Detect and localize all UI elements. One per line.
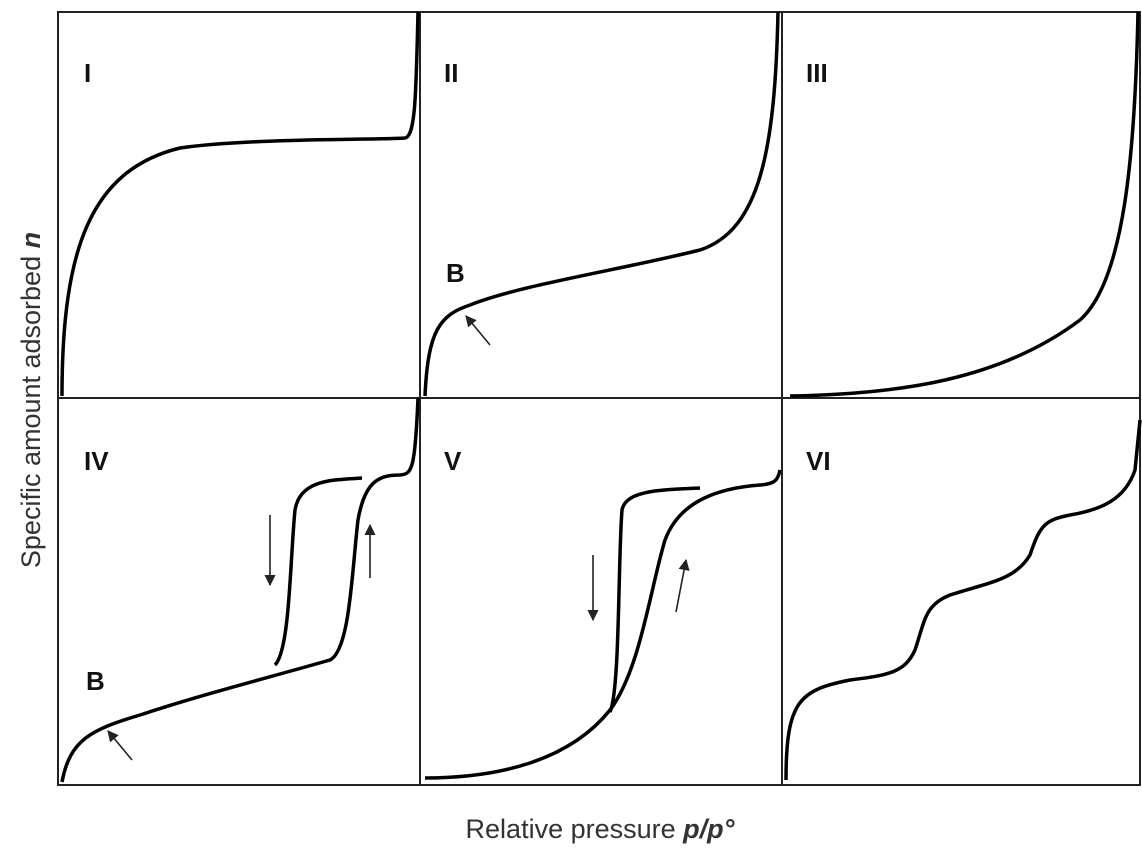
- panel-label: II: [444, 58, 458, 88]
- panel-label: III: [806, 58, 828, 88]
- arrow: [465, 315, 491, 346]
- y-axis-text: Specific amount adsorbed: [16, 256, 46, 568]
- curve: [60, 11, 420, 397]
- arrow: [107, 730, 133, 761]
- curve: [60, 397, 420, 783]
- curve: [423, 11, 780, 397]
- arrow: [675, 558, 690, 613]
- panel-label: IV: [84, 446, 109, 476]
- panel-label: VI: [806, 446, 831, 476]
- curve: [424, 469, 782, 780]
- curve: [789, 11, 1140, 398]
- curve: [608, 486, 701, 713]
- point-label: B: [86, 666, 105, 696]
- y-axis-symbol: n: [16, 232, 46, 249]
- panel-label: V: [444, 446, 462, 476]
- curve: [784, 419, 1142, 781]
- x-axis-label: Relative pressure p/p°: [466, 814, 735, 844]
- point-label: B: [446, 258, 465, 288]
- panel-label: I: [84, 58, 91, 88]
- y-axis-label: Specific amount adsorbed n: [16, 232, 46, 568]
- curve: [273, 476, 363, 667]
- x-axis-text: Relative pressure: [466, 814, 676, 844]
- x-axis-symbol: p/p°: [682, 814, 734, 844]
